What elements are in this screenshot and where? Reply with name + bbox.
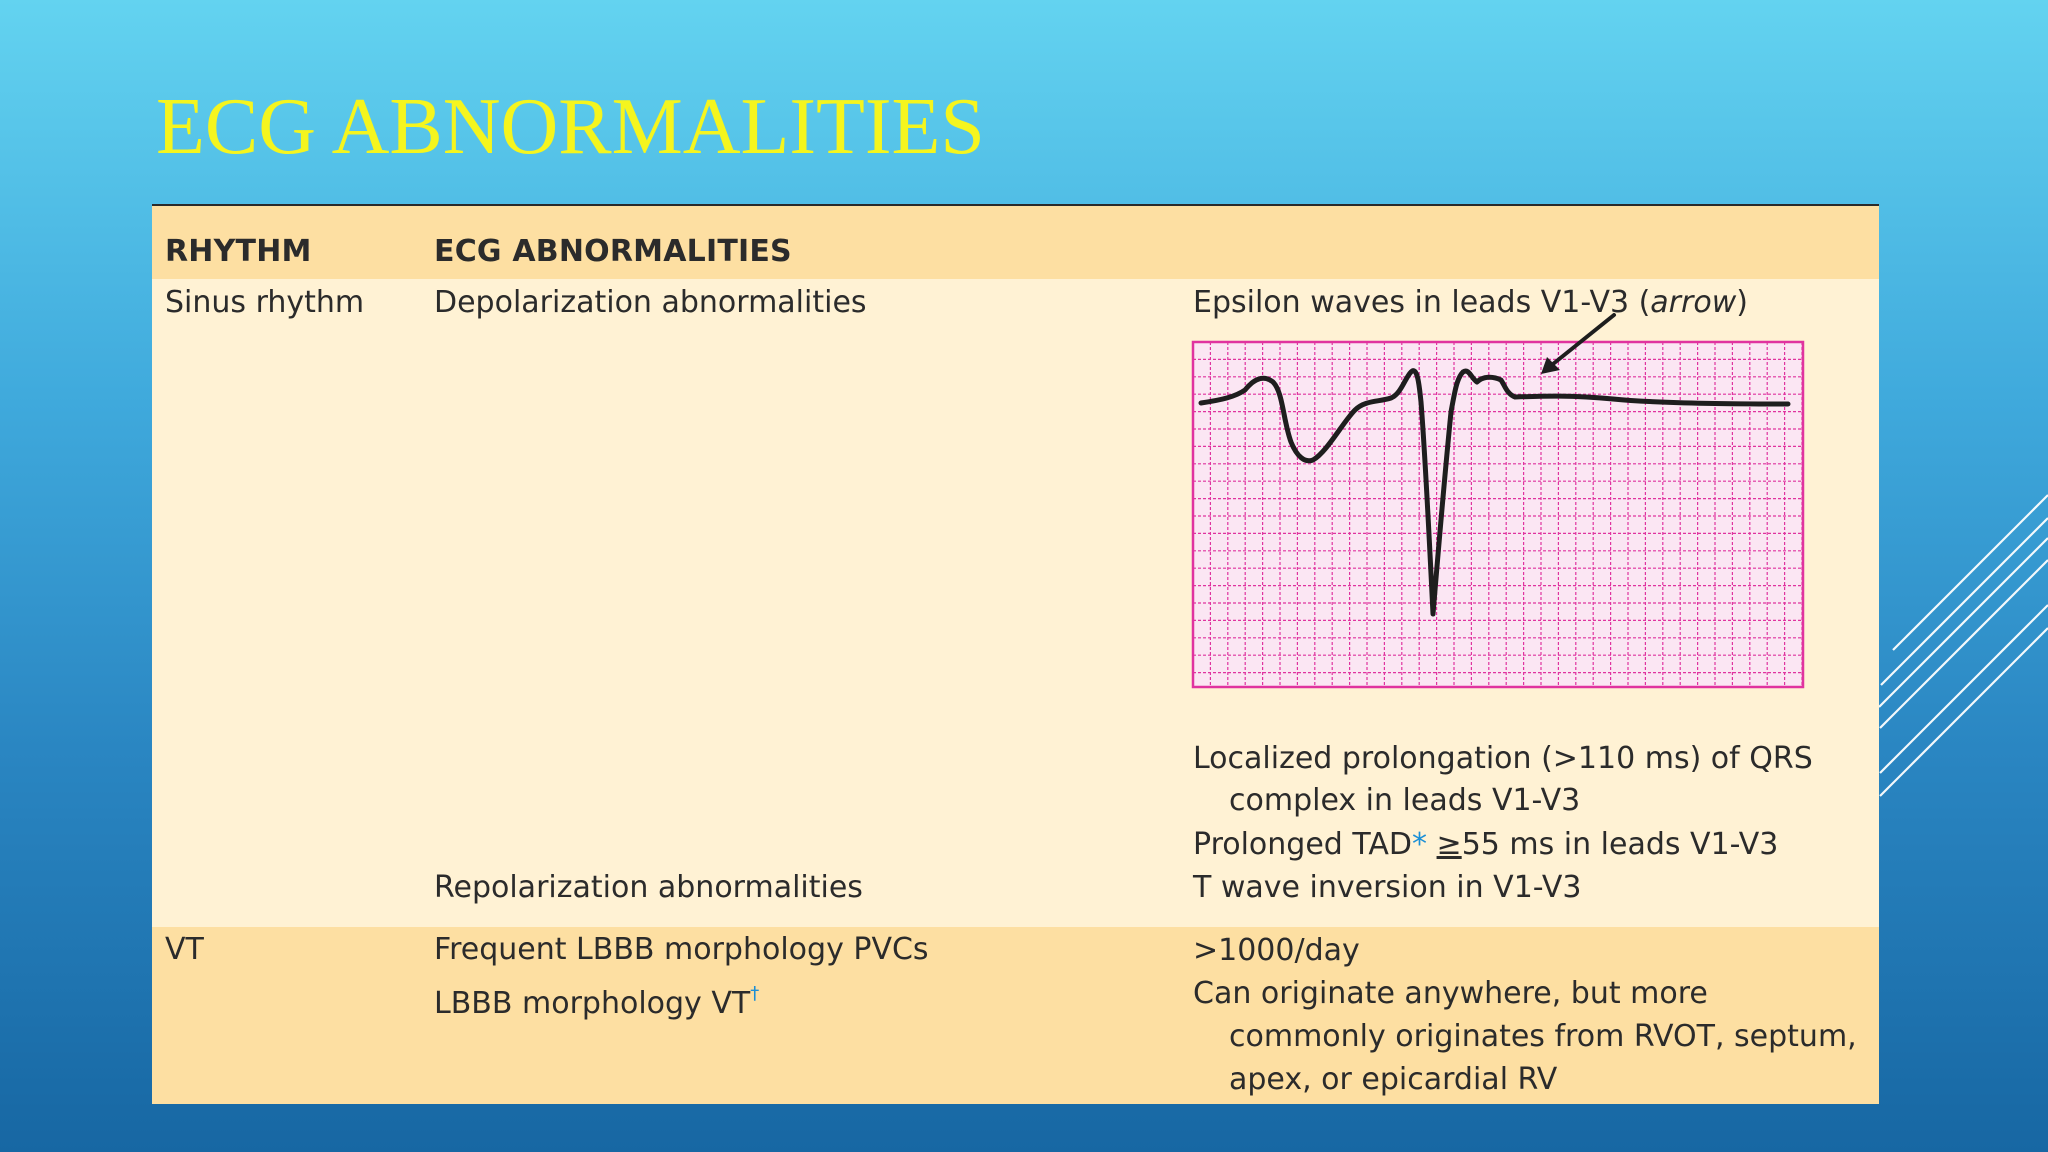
epsilon-waves-text: Epsilon waves in leads V1-V3 (arrow) xyxy=(1193,285,1748,321)
origin-line2: commonly originates from RVOT, septum, xyxy=(1229,1019,1857,1054)
repolarization-label: Repolarization abnormalities xyxy=(434,870,863,905)
frequent-lbbb-pvcs: Frequent LBBB morphology PVCs xyxy=(434,932,929,967)
epsilon-arrow-word: arrow xyxy=(1650,285,1737,320)
ecg-trace xyxy=(1198,368,1791,617)
epsilon-text: Epsilon waves in leads V1-V3 ( xyxy=(1193,285,1651,320)
epsilon-arrow xyxy=(1541,313,1616,374)
rhythm-vt: VT xyxy=(165,932,204,967)
rhythm-sinus: Sinus rhythm xyxy=(165,285,365,320)
table-header-band xyxy=(152,206,1879,279)
origin-line3: apex, or epicardial RV xyxy=(1229,1062,1558,1097)
t-wave-inversion: T wave inversion in V1-V3 xyxy=(1193,870,1582,905)
origin-line1: Can originate anywhere, but more xyxy=(1193,976,1708,1011)
ecg-grid-background xyxy=(1191,340,1805,689)
lbbb-morphology-vt: LBBB morphology VT† xyxy=(434,976,759,1022)
tad-footnote-star: * xyxy=(1412,827,1427,862)
slide-title: ECG ABNORMALITIES xyxy=(156,83,985,171)
header-ecg-abnormalities: ECG ABNORMALITIES xyxy=(434,234,792,269)
localized-prolongation-line1: Localized prolongation (>110 ms) of QRS xyxy=(1193,741,1813,776)
tad-prefix: Prolonged TAD xyxy=(1193,827,1412,862)
pvc-per-day: >1000/day xyxy=(1193,933,1360,968)
depolarization-label: Depolarization abnormalities xyxy=(434,285,867,320)
epsilon-close: ) xyxy=(1736,285,1748,320)
tad-suffix: 55 ms in leads V1-V3 xyxy=(1461,827,1779,862)
header-rhythm: RHYTHM xyxy=(165,234,312,269)
localized-prolongation-line2: complex in leads V1-V3 xyxy=(1229,783,1581,818)
ecg-tracing-figure xyxy=(1191,313,1805,689)
dagger-footnote: † xyxy=(750,983,760,1004)
vt-row-band xyxy=(152,927,1879,1104)
lbbb-vt-text: LBBB morphology VT xyxy=(434,986,751,1021)
ecg-table: RHYTHM ECG ABNORMALITIES Sinus rhythm De… xyxy=(152,204,1879,1104)
tad-ge-symbol: ≥ xyxy=(1436,827,1462,862)
prolonged-tad: Prolonged TAD* ≥55 ms in leads V1-V3 xyxy=(1193,827,1778,863)
